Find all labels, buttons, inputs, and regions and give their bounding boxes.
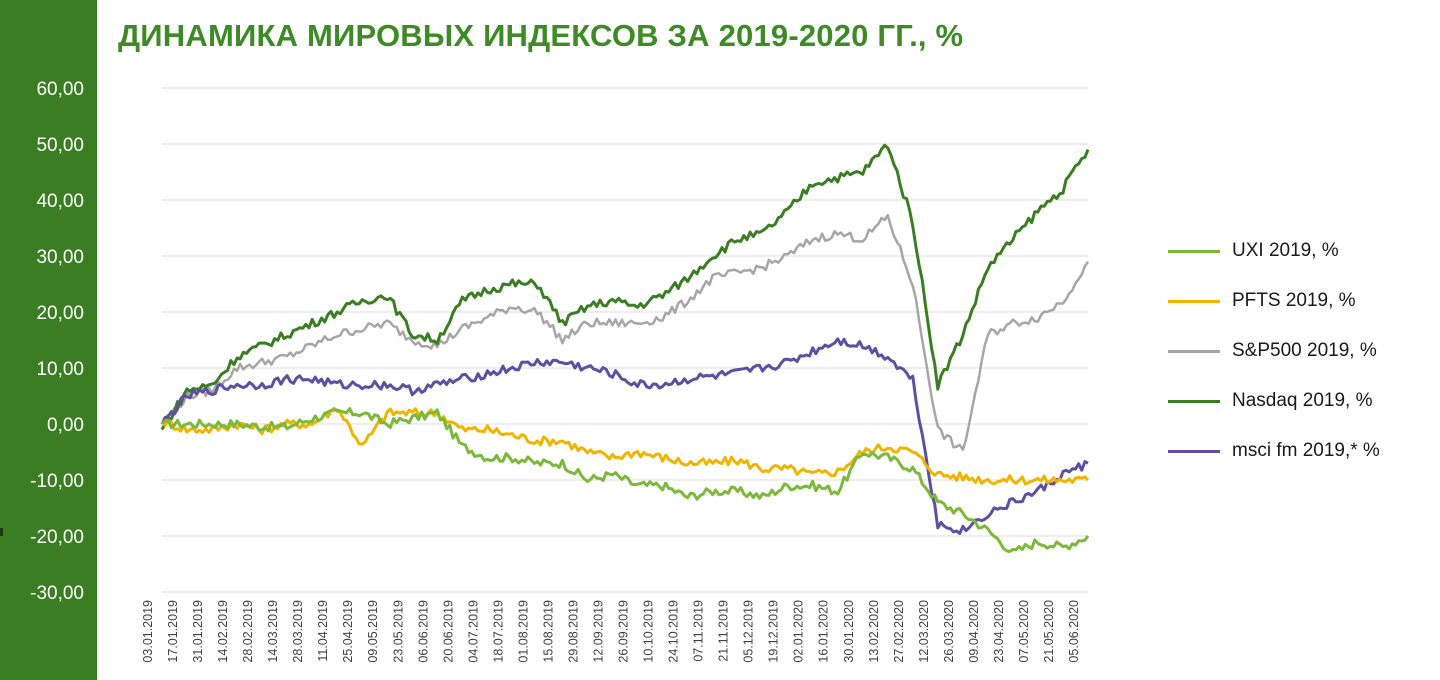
y-tick-label: 40,00 [36, 191, 84, 212]
x-tick-label: 05.12.2019 [742, 600, 756, 663]
legend-label-msci: msci fm 2019,* % [1232, 440, 1380, 461]
legend-swatch-pfts [1168, 299, 1220, 303]
x-tick-label: 11.04.2019 [316, 600, 330, 662]
series-line-msci [160, 337, 1089, 535]
x-tick-label: 12.03.2020 [917, 600, 931, 663]
x-tick-label: 27.02.2020 [892, 600, 906, 663]
left-axis-band [0, 0, 97, 680]
x-tick-label: 02.01.2020 [792, 600, 806, 663]
gridlines [162, 87, 1088, 593]
legend-label-nasdaq: Nasdaq 2019, % [1232, 390, 1373, 411]
x-tick-label: 10.10.2019 [642, 600, 656, 663]
y-tick-label: 50,00 [36, 135, 84, 156]
x-tick-label: 28.03.2019 [291, 600, 305, 663]
x-tick-label: 23.05.2019 [391, 600, 405, 663]
x-tick-label: 12.09.2019 [591, 600, 605, 663]
x-tick-label: 21.11.2019 [717, 600, 731, 662]
x-tick-label: 09.04.2020 [967, 600, 981, 663]
band-edge-mark [0, 528, 3, 536]
y-tick-label: 0,00 [47, 415, 84, 436]
x-tick-label: 26.09.2019 [617, 600, 631, 663]
x-tick-label: 07.11.2019 [692, 600, 706, 662]
x-tick-label: 07.05.2020 [1017, 600, 1031, 663]
legend-label-sp500: S&P500 2019, % [1232, 340, 1377, 361]
x-tick-label: 19.12.2019 [767, 600, 781, 663]
legend-item-pfts: PFTS 2019, % [1168, 276, 1380, 326]
x-tick-label: 21.05.2020 [1042, 600, 1056, 663]
legend-swatch-msci [1168, 449, 1220, 453]
x-tick-label: 01.08.2019 [516, 600, 530, 663]
legend-item-msci: msci fm 2019,* % [1168, 426, 1380, 476]
y-tick-label: 60,00 [36, 79, 84, 100]
legend-swatch-sp500 [1168, 349, 1220, 353]
y-tick-label: -30,00 [30, 583, 84, 604]
x-tick-label: 26.03.2020 [942, 600, 956, 663]
x-tick-label: 24.10.2019 [667, 600, 681, 663]
x-tick-label: 28.02.2019 [241, 600, 255, 663]
x-tick-label: 15.08.2019 [541, 600, 555, 663]
chart-title: ДИНАМИКА МИРОВЫХ ИНДЕКСОВ ЗА 2019-2020 Г… [118, 18, 964, 53]
x-tick-label: 17.01.2019 [166, 600, 180, 663]
series-lines [160, 143, 1090, 553]
x-tick-label: 18.07.2019 [491, 600, 505, 663]
legend-item-sp500: S&P500 2019, % [1168, 326, 1380, 376]
x-tick-label: 29.08.2019 [566, 600, 580, 663]
x-tick-label: 06.06.2019 [416, 600, 430, 663]
series-line-nasdaq [160, 143, 1090, 431]
legend: UXI 2019, % PFTS 2019, % S&P500 2019, % … [1168, 226, 1380, 476]
x-tick-label: 09.05.2019 [366, 600, 380, 663]
x-tick-label: 03.01.2019 [141, 600, 155, 663]
legend-item-nasdaq: Nasdaq 2019, % [1168, 376, 1380, 426]
series-line-sp500 [161, 214, 1090, 451]
legend-swatch-nasdaq [1168, 399, 1220, 403]
y-tick-label: 10,00 [36, 359, 84, 380]
x-tick-label: 05.06.2020 [1067, 600, 1081, 663]
legend-item-uxi: UXI 2019, % [1168, 226, 1380, 276]
y-tick-label: -20,00 [30, 527, 84, 548]
x-tick-label: 30.01.2020 [842, 600, 856, 663]
series-line-uxi [160, 407, 1090, 553]
x-tick-label: 14.02.2019 [216, 600, 230, 663]
x-tick-label: 13.02.2020 [867, 600, 881, 663]
series-line-pfts [160, 406, 1090, 486]
x-tick-label: 31.01.2019 [191, 600, 205, 663]
legend-swatch-uxi [1168, 249, 1220, 253]
y-tick-label: 20,00 [36, 303, 84, 324]
y-tick-label: -10,00 [30, 471, 84, 492]
y-tick-label: 30,00 [36, 247, 84, 268]
x-tick-label: 14.03.2019 [266, 600, 280, 663]
legend-label-uxi: UXI 2019, % [1232, 240, 1339, 261]
legend-label-pfts: PFTS 2019, % [1232, 290, 1356, 311]
x-tick-label: 16.01.2020 [817, 600, 831, 663]
x-tick-label: 20.06.2019 [441, 600, 455, 663]
x-tick-label: 23.04.2020 [992, 600, 1006, 663]
y-axis-ticks: 60,00 50,00 40,00 30,00 20,00 10,00 0,00 -10,00… [30, 79, 84, 604]
x-tick-label: 04.07.2019 [466, 600, 480, 663]
x-tick-label: 25.04.2019 [341, 600, 355, 663]
x-axis-ticks: 03.01.2019 17.01.2019 31.01.2019 14.02.2019… [141, 600, 1081, 663]
